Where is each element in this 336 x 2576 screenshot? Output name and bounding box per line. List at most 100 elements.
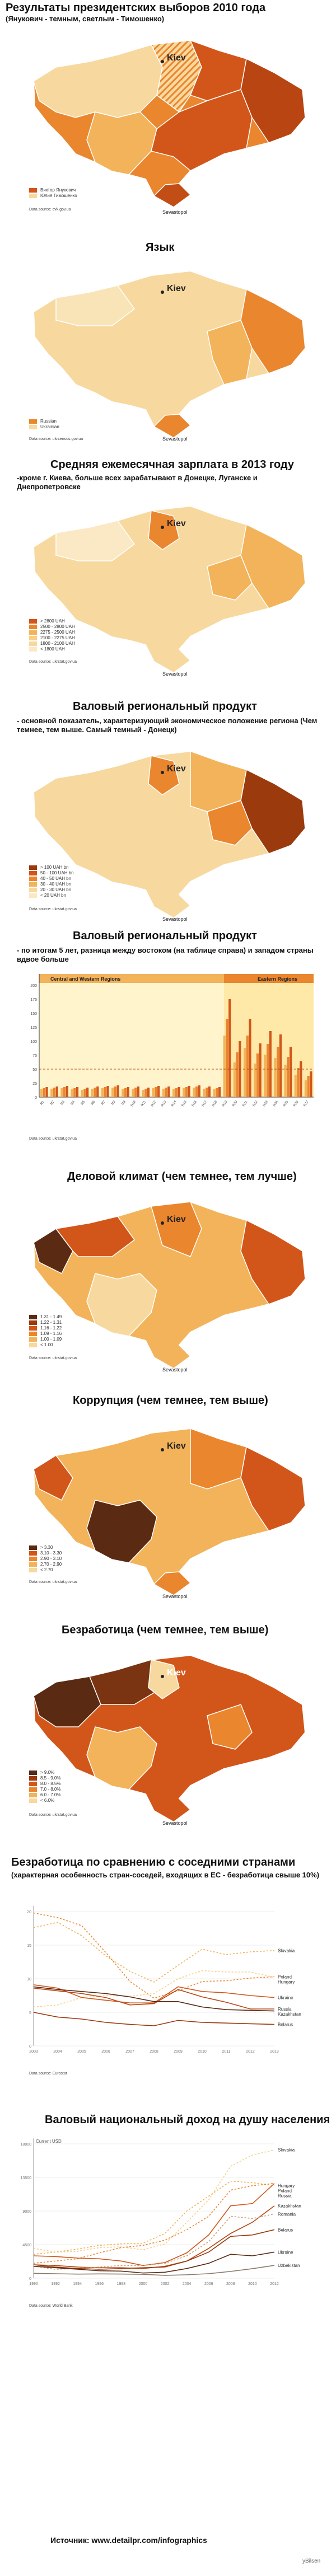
grp-bar xyxy=(91,1089,94,1097)
x-tick-label: 2007 xyxy=(125,2050,134,2054)
sevastopol-label: Sevastopol xyxy=(162,1820,188,1826)
grp-bar xyxy=(259,1043,262,1097)
grp-bar xyxy=(274,1058,277,1097)
kiev-dot xyxy=(161,771,164,774)
sevastopol-label: Sevastopol xyxy=(162,209,188,215)
s4-subtitle: - основной показатель, характеризующий э… xyxy=(17,716,318,734)
grp-y-tick: 25 xyxy=(32,1082,37,1086)
series-label-ukraine: Ukraine xyxy=(278,2250,293,2255)
region-kiev xyxy=(148,1659,180,1699)
grp-bar xyxy=(86,1088,89,1097)
grp-x-tick: R1 xyxy=(40,1100,45,1106)
grp-bar xyxy=(195,1086,198,1097)
gni-line-chart: Current USD 0 4500 9000 13500 18000 Slovakia… xyxy=(21,2138,301,2286)
series-line-belarus xyxy=(33,2229,275,2270)
region-north-west xyxy=(55,285,136,326)
s8-legend: > 9.0% 8.5 - 9.0% 8.0 - 8.5% 7.0 - 8.0% … xyxy=(29,1770,60,1804)
grp-bars: 0 25 50 75 100 125 150 175 200 R1 R2 R3 R4 R5 R6 R7 R8 R9… xyxy=(30,984,314,1107)
grp-bar xyxy=(137,1086,139,1097)
grp-y-tick: 125 xyxy=(30,1026,37,1030)
grp-bar xyxy=(144,1089,147,1097)
grp-bar xyxy=(208,1086,211,1097)
grp-y-tick: 150 xyxy=(30,1012,37,1016)
s1-legend: Виктор Янукович Юлия Тимошенко xyxy=(29,188,77,199)
s8-legend-3: 8.0 - 8.5% xyxy=(40,1781,61,1786)
x-tick-label: 2010 xyxy=(198,2050,207,2054)
grp-bar xyxy=(43,1088,45,1097)
grp-bar xyxy=(183,1088,185,1097)
grp-bar xyxy=(167,1086,170,1097)
grp-y-tick: 100 xyxy=(30,1040,37,1044)
series-label-ukraine: Ukraine xyxy=(278,1996,293,2001)
series-line-poland xyxy=(33,2182,275,2264)
grp-bar xyxy=(94,1088,96,1097)
grp-bar xyxy=(132,1089,134,1097)
kiev-dot xyxy=(161,1221,164,1225)
s6-legend-1: 1.31 - 1.49 xyxy=(40,1314,62,1319)
grp-x-tick: R11 xyxy=(141,1100,147,1107)
s2-title: Язык xyxy=(146,241,175,254)
s2-legend-2: Ukrainian xyxy=(40,424,59,429)
s7-source: Data source: ukrstat.gov.ua xyxy=(29,1580,77,1584)
s7-title: Коррупция (чем темнее, тем выше) xyxy=(73,1394,268,1407)
region-south-west xyxy=(86,111,157,175)
s3-legend-5: 1800 - 2100 UAH xyxy=(40,641,75,646)
series-line-uzbekistan xyxy=(33,2265,275,2276)
grp-bar xyxy=(226,1019,228,1097)
region-west xyxy=(33,44,163,118)
series-line-kazakhstan xyxy=(33,1986,275,2012)
series-label-belarus: Belarus xyxy=(278,2022,293,2027)
grp-x-tick: R5 xyxy=(81,1100,86,1106)
x-tick-label: 2005 xyxy=(77,2050,86,2054)
x-tick-label: 2008 xyxy=(226,2282,235,2286)
s2-legend-1: Russian xyxy=(40,419,57,424)
x-tick-label: 2009 xyxy=(174,2050,183,2054)
series-label-kazakhstan: Kazakhstan xyxy=(278,2012,301,2017)
grp-x-tick: R22 xyxy=(253,1100,259,1107)
s7-legend-3: 2.90 - 3.10 xyxy=(40,1556,62,1561)
grp-bar xyxy=(287,1057,290,1097)
x-tick-label: 2012 xyxy=(246,2050,255,2054)
kiev-dot xyxy=(161,1675,164,1678)
grp-bar xyxy=(254,1064,256,1097)
s4-legend-4: 30 - 40 UAH bn xyxy=(40,882,72,887)
kiev-label: Kiev xyxy=(167,53,186,63)
series-line-russia xyxy=(33,1988,274,2010)
s8-legend-5: 6.0 - 7.0% xyxy=(40,1792,61,1797)
y-tick-label: 9000 xyxy=(22,2210,31,2214)
footer-source[interactable]: Источник: www.detailpr.com/infographics xyxy=(50,2536,207,2545)
y-tick-label: 0 xyxy=(29,2277,31,2281)
grp-x-tick: R15 xyxy=(181,1100,188,1107)
grp-bar xyxy=(198,1085,200,1097)
s4-legend-6: < 20 UAH bn xyxy=(40,893,67,898)
y-tick-label: 20 xyxy=(27,1910,31,1914)
gni-x-ticks: 1990 1992 1994 1996 1998 2000 2002 2004 2006 2008… xyxy=(29,2282,279,2286)
grp-bar xyxy=(175,1088,178,1097)
grp-x-tick: R14 xyxy=(171,1100,178,1107)
grp-bar xyxy=(249,1019,251,1097)
s3-legend-3: 2275 - 2500 UAH xyxy=(40,630,75,635)
x-tick-label: 2011 xyxy=(222,2050,230,2054)
grp-x-tick: R20 xyxy=(232,1100,239,1107)
region-dnipro xyxy=(207,555,253,601)
series-label-belarus: Belarus xyxy=(278,2227,293,2232)
series-label-uzbekistan: Uzbekistan xyxy=(278,2263,300,2268)
sevastopol-label: Sevastopol xyxy=(162,671,188,677)
s8-source: Data source: ukrstat.gov.ua xyxy=(29,1813,77,1817)
s1-source: Data source: cvk.gov.ua xyxy=(29,208,71,212)
grp-bar xyxy=(50,1089,53,1097)
grp-y-tick: 175 xyxy=(30,998,37,1002)
kiev-dot xyxy=(161,60,164,63)
grp-bar xyxy=(63,1087,66,1097)
region-lviv xyxy=(33,1454,73,1501)
unemp-series xyxy=(33,1912,275,2026)
s3-title: Средняя ежемесячная зарплата в 2013 году xyxy=(50,458,294,471)
s4-title: Валовый региональный продукт xyxy=(73,700,257,713)
y-tick-label: 18000 xyxy=(21,2143,32,2147)
series-label-hungary: Hungary xyxy=(278,1979,295,1984)
grp-y-tick: 0 xyxy=(35,1096,37,1100)
grp-bar xyxy=(101,1088,104,1097)
gni-series xyxy=(33,2149,275,2276)
grp-bar xyxy=(53,1088,56,1097)
